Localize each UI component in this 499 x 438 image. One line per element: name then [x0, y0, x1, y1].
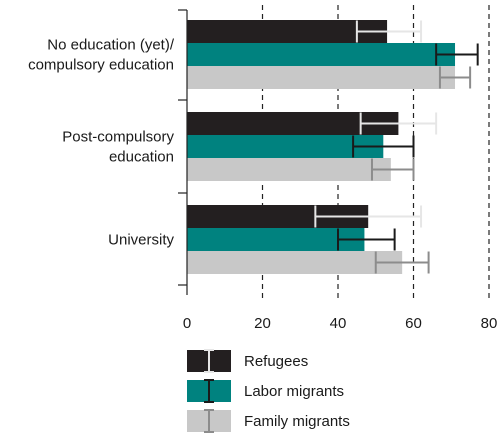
bar-refugees — [187, 205, 369, 228]
legend-item: Family migrants — [187, 409, 350, 433]
bar-family-migrants — [187, 66, 456, 89]
category-label-line: No education (yet)/ — [47, 37, 175, 54]
bar-labor-migrants — [187, 43, 456, 66]
legend-item: Labor migrants — [187, 379, 344, 403]
error-bar — [314, 205, 423, 228]
legend-label: Family migrants — [244, 413, 350, 430]
category-label: University — [108, 232, 174, 249]
category-labels: No education (yet)/ compulsory education P… — [28, 37, 175, 249]
y-axis — [178, 9, 188, 295]
category-label-line: Post-compulsory — [62, 129, 174, 146]
error-bars — [314, 20, 479, 274]
category-label-line: compulsory education — [28, 57, 174, 74]
bar-labor-migrants — [187, 135, 384, 158]
error-bar — [438, 66, 472, 89]
category-label: Post-compulsory education — [62, 129, 174, 166]
legend: Refugees Labor migrants Family migrants — [187, 349, 350, 433]
x-tick-label: 60 — [405, 315, 422, 332]
bar-family-migrants — [187, 251, 403, 274]
x-tick-labels: 0 20 40 60 80 — [183, 315, 498, 332]
error-bar — [359, 112, 438, 135]
x-tick-label: 20 — [254, 315, 271, 332]
bar-refugees — [187, 20, 388, 43]
legend-item: Refugees — [187, 349, 308, 373]
x-tick-label: 80 — [481, 315, 498, 332]
legend-label: Labor migrants — [244, 383, 344, 400]
category-label-line: education — [109, 149, 174, 166]
x-tick-label: 0 — [183, 315, 191, 332]
bar-family-migrants — [187, 158, 391, 181]
error-bar — [370, 158, 415, 181]
bars — [187, 20, 456, 274]
category-label: No education (yet)/ compulsory education — [28, 37, 175, 74]
error-bar — [435, 43, 479, 66]
error-bar — [355, 20, 423, 43]
error-bar — [352, 135, 415, 158]
x-tick-label: 40 — [330, 315, 347, 332]
error-bar — [337, 228, 396, 251]
legend-label: Refugees — [244, 353, 308, 370]
category-label-line: University — [108, 232, 174, 249]
error-bar — [374, 251, 430, 274]
bar-labor-migrants — [187, 228, 365, 251]
bar-refugees — [187, 112, 399, 135]
